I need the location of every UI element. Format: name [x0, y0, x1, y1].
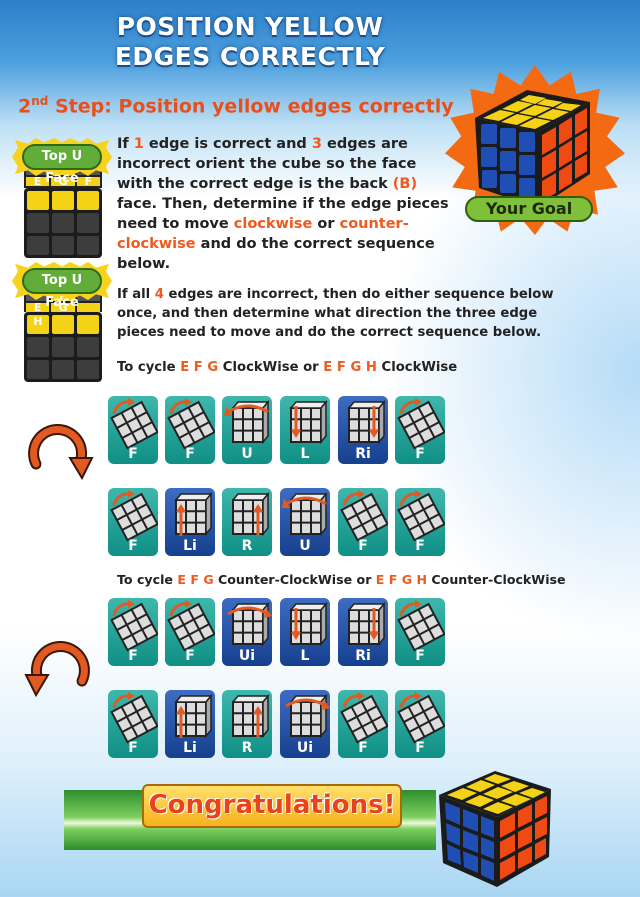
instruction-paragraph-1: If 1 edge is correct and 3 edges are inc…	[117, 136, 449, 272]
counterclockwise-arrow-icon	[24, 640, 90, 698]
move-label: F	[415, 648, 425, 664]
move-label: R	[241, 740, 253, 756]
move-tile-f: F	[108, 396, 158, 464]
move-tile-l: L	[280, 598, 330, 666]
move-label: Ui	[238, 648, 256, 664]
top-face-diagram-2: Top U Face F EG H	[12, 262, 112, 387]
move-label: F	[185, 446, 195, 462]
cycle-clockwise-heading: To cycle E F G ClockWise or E F G H Cloc…	[117, 360, 458, 375]
move-tile-f: F	[108, 488, 158, 556]
top-face-badge: Top U Face	[12, 262, 112, 310]
solved-cube-icon	[439, 771, 551, 887]
move-tile-f: F	[338, 690, 388, 758]
move-label: Ri	[355, 648, 371, 664]
move-label: F	[185, 648, 195, 664]
move-label: F	[415, 538, 425, 554]
move-tile-f: F	[395, 598, 445, 666]
move-label: L	[300, 446, 310, 462]
move-label: F	[128, 538, 138, 554]
top-face-diagram-1: Top U Face EGF	[12, 138, 112, 263]
clockwise-arrow-icon	[28, 423, 94, 481]
move-label: F	[128, 648, 138, 664]
move-label: U	[299, 538, 311, 554]
move-tile-li: Li	[165, 488, 215, 556]
move-label: Ri	[355, 446, 371, 462]
move-tile-f: F	[395, 690, 445, 758]
move-label: U	[241, 446, 253, 462]
move-label: F	[415, 740, 425, 756]
move-tile-f: F	[395, 396, 445, 464]
move-tile-r: R	[222, 488, 272, 556]
cube-front-face: H	[24, 312, 102, 382]
move-label: F	[358, 740, 368, 756]
move-label: Ui	[296, 740, 314, 756]
congratulations-banner: Congratulations!	[142, 784, 402, 828]
move-tile-f: F	[395, 488, 445, 556]
cycle-counterclockwise-heading: To cycle E F G Counter-ClockWise or E F …	[117, 572, 566, 587]
move-label: F	[415, 446, 425, 462]
move-tile-f: F	[338, 488, 388, 556]
move-label: F	[128, 446, 138, 462]
move-label: F	[128, 740, 138, 756]
cube-front-face	[24, 188, 102, 258]
move-tile-ui: Ui	[280, 690, 330, 758]
move-tile-ri: Ri	[338, 598, 388, 666]
move-tile-r: R	[222, 690, 272, 758]
move-tile-u: U	[222, 396, 272, 464]
move-label: Li	[183, 538, 197, 554]
solved-cube-icon	[475, 90, 590, 208]
move-tile-l: L	[280, 396, 330, 464]
move-label: R	[241, 538, 253, 554]
page-title: POSITION YELLOW EDGES CORRECTLY	[114, 12, 386, 71]
instruction-paragraph-2: If all 4 edges are incorrect, then do ei…	[117, 287, 554, 340]
move-tile-ui: Ui	[222, 598, 272, 666]
move-label: L	[300, 648, 310, 664]
move-tile-f: F	[165, 396, 215, 464]
move-tile-u: U	[280, 488, 330, 556]
move-label: Li	[183, 740, 197, 756]
top-face-badge: Top U Face	[12, 138, 112, 186]
move-label: F	[358, 538, 368, 554]
move-tile-f: F	[108, 690, 158, 758]
move-tile-ri: Ri	[338, 396, 388, 464]
move-tile-f: F	[165, 598, 215, 666]
move-tile-li: Li	[165, 690, 215, 758]
move-tile-f: F	[108, 598, 158, 666]
your-goal-label: Your Goal	[465, 196, 593, 222]
step-heading: 2nd Step: Position yellow edges correctl…	[18, 94, 454, 118]
